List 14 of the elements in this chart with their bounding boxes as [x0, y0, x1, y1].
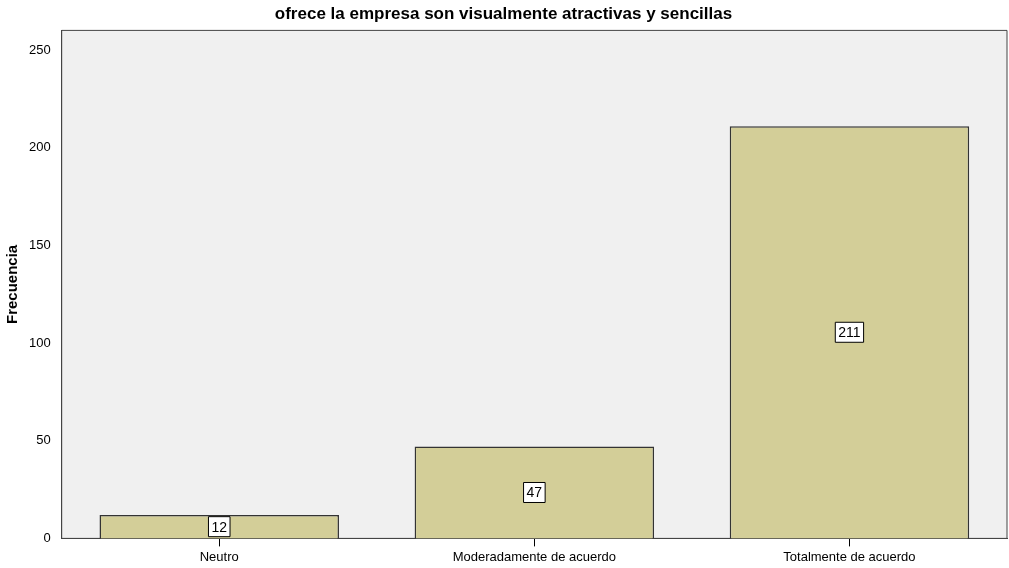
y-tick-label: 0 — [43, 529, 51, 545]
data-label: 12 — [211, 518, 228, 535]
x-tick-label: Neutro — [199, 548, 239, 564]
y-tick-label: 250 — [28, 41, 51, 57]
y-axis-title: Frecuencia — [3, 244, 21, 325]
y-tick-label: 100 — [28, 334, 51, 350]
x-tick-label: Moderadamente de acuerdo — [452, 548, 617, 564]
y-tick-label: 50 — [36, 432, 51, 448]
x-tick-label: Totalmente de acuerdo — [783, 548, 916, 564]
chart-title: ofrece la empresa son visualmente atractivas y sencillas — [274, 3, 733, 23]
y-tick-label: 150 — [28, 236, 51, 252]
data-label: 211 — [838, 324, 861, 341]
data-label: 47 — [526, 484, 543, 501]
y-tick-label: 200 — [28, 139, 51, 155]
